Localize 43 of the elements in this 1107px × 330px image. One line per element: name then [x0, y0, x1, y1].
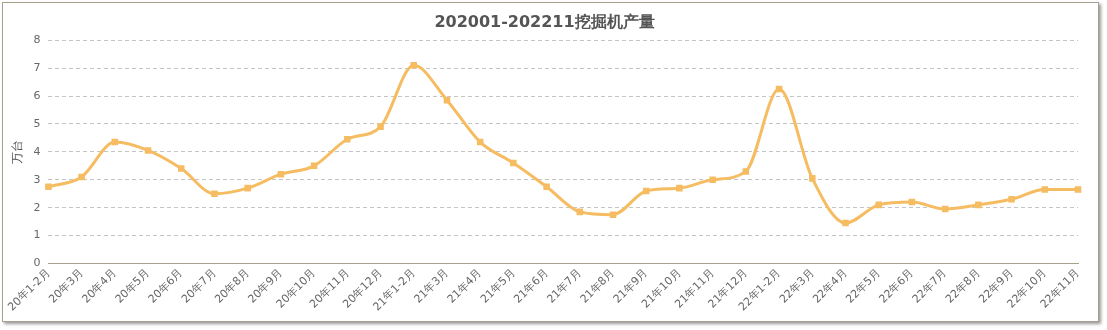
- point: [809, 175, 816, 182]
- y-tick-label: 5: [33, 116, 41, 130]
- point: [543, 183, 550, 191]
- point: [742, 168, 750, 175]
- point: [975, 201, 982, 209]
- point: [177, 165, 185, 172]
- point: [1041, 186, 1049, 193]
- point: [45, 183, 52, 191]
- point: [1074, 186, 1082, 193]
- y-tick-label: 6: [33, 88, 41, 102]
- point: [344, 136, 351, 143]
- point: [410, 62, 418, 69]
- y-tick-label: 3: [33, 172, 41, 186]
- y-tick-label: 2: [33, 200, 41, 214]
- y-axis-title: 万台: [10, 139, 25, 164]
- point: [310, 162, 318, 170]
- point: [609, 211, 617, 218]
- point: [443, 96, 451, 104]
- y-tick-label: 4: [33, 144, 41, 158]
- y-tick-label: 1: [33, 228, 41, 242]
- point: [510, 159, 517, 167]
- point: [775, 85, 783, 93]
- point: [377, 123, 384, 130]
- point: [78, 173, 85, 181]
- point: [642, 187, 650, 195]
- y-tick-label: 0: [33, 256, 41, 270]
- point: [576, 208, 584, 216]
- point: [941, 205, 949, 213]
- point: [875, 201, 882, 209]
- chart-title: 202001-202211挖掘机产量: [434, 11, 655, 31]
- point: [842, 219, 849, 227]
- point: [144, 147, 152, 154]
- point: [676, 184, 683, 192]
- point: [1008, 196, 1015, 203]
- y-tick-label: 7: [33, 60, 41, 74]
- point: [111, 138, 119, 146]
- point: [908, 198, 916, 206]
- point: [244, 184, 251, 192]
- point: [709, 176, 716, 184]
- point: [277, 170, 285, 178]
- point: [211, 190, 218, 197]
- point: [476, 138, 484, 146]
- y-tick-label: 8: [33, 33, 41, 47]
